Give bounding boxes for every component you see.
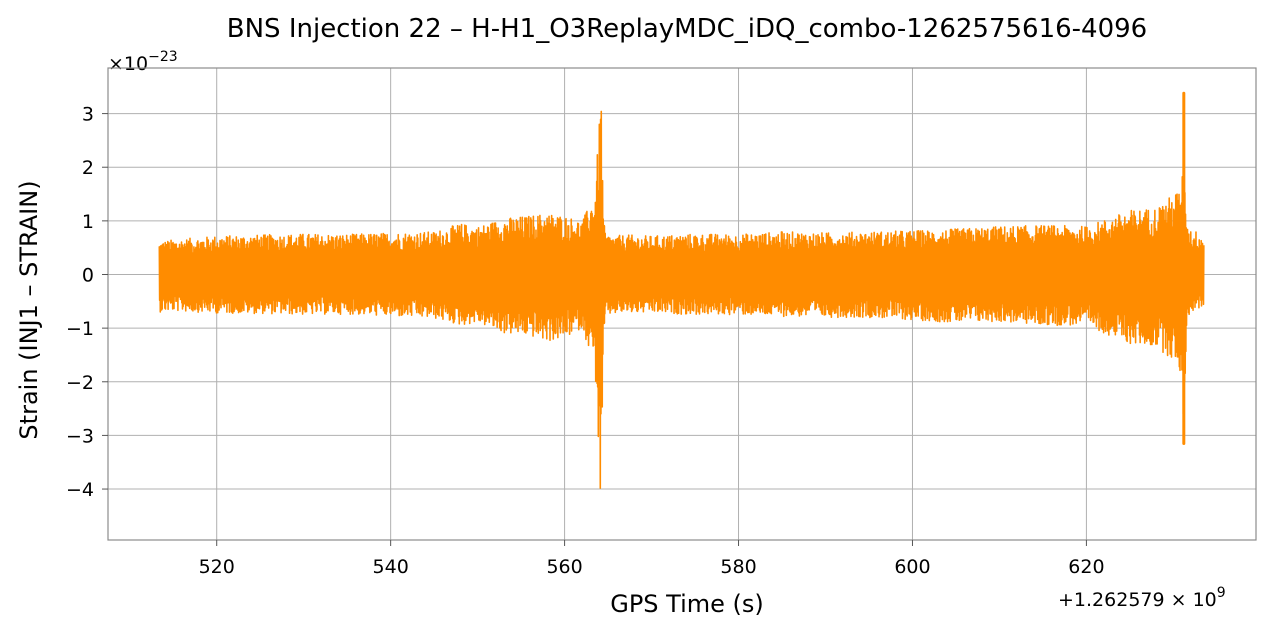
y-tick-label: −3 [66,425,94,447]
x-tick-label: 520 [199,556,235,578]
chart-title: BNS Injection 22 – H-H1_O3ReplayMDC_iDQ_… [227,14,1147,44]
y-tick-label: 2 [82,157,94,179]
x-tick-label: 600 [894,556,930,578]
y-axis-label: Strain (INJ1 – STRAIN) [15,180,43,439]
y-scale-label: ×10−23 [108,49,178,75]
y-tick-label: 1 [82,211,94,233]
x-tick-label: 620 [1068,556,1104,578]
y-tick-label: −4 [66,479,94,501]
y-tick-label: 0 [82,265,94,287]
x-offset-label: +1.262579 × 109 [1058,585,1226,611]
x-tick-label: 540 [373,556,409,578]
x-offset-exponent: 9 [1217,585,1226,601]
x-offset-base: +1.262579 × 10 [1058,589,1217,611]
x-tick-label: 560 [546,556,582,578]
y-tick-label: −1 [66,318,94,340]
strain-series-line [158,110,1205,489]
y-tick-label: −2 [66,372,94,394]
y-tick-label: 3 [82,104,94,126]
y-scale-exponent: −23 [148,49,178,65]
y-scale-base: ×10 [108,53,148,75]
plot-frame [107,67,1257,541]
plot-layer [158,91,1205,489]
y-tick-labels: 3 2 1 0 −1 −2 −3 −4 [66,104,108,501]
x-axis-label: GPS Time (s) [610,590,764,618]
x-tick-labels: 520 540 560 580 600 620 [199,540,1105,578]
x-tick-label: 580 [720,556,756,578]
